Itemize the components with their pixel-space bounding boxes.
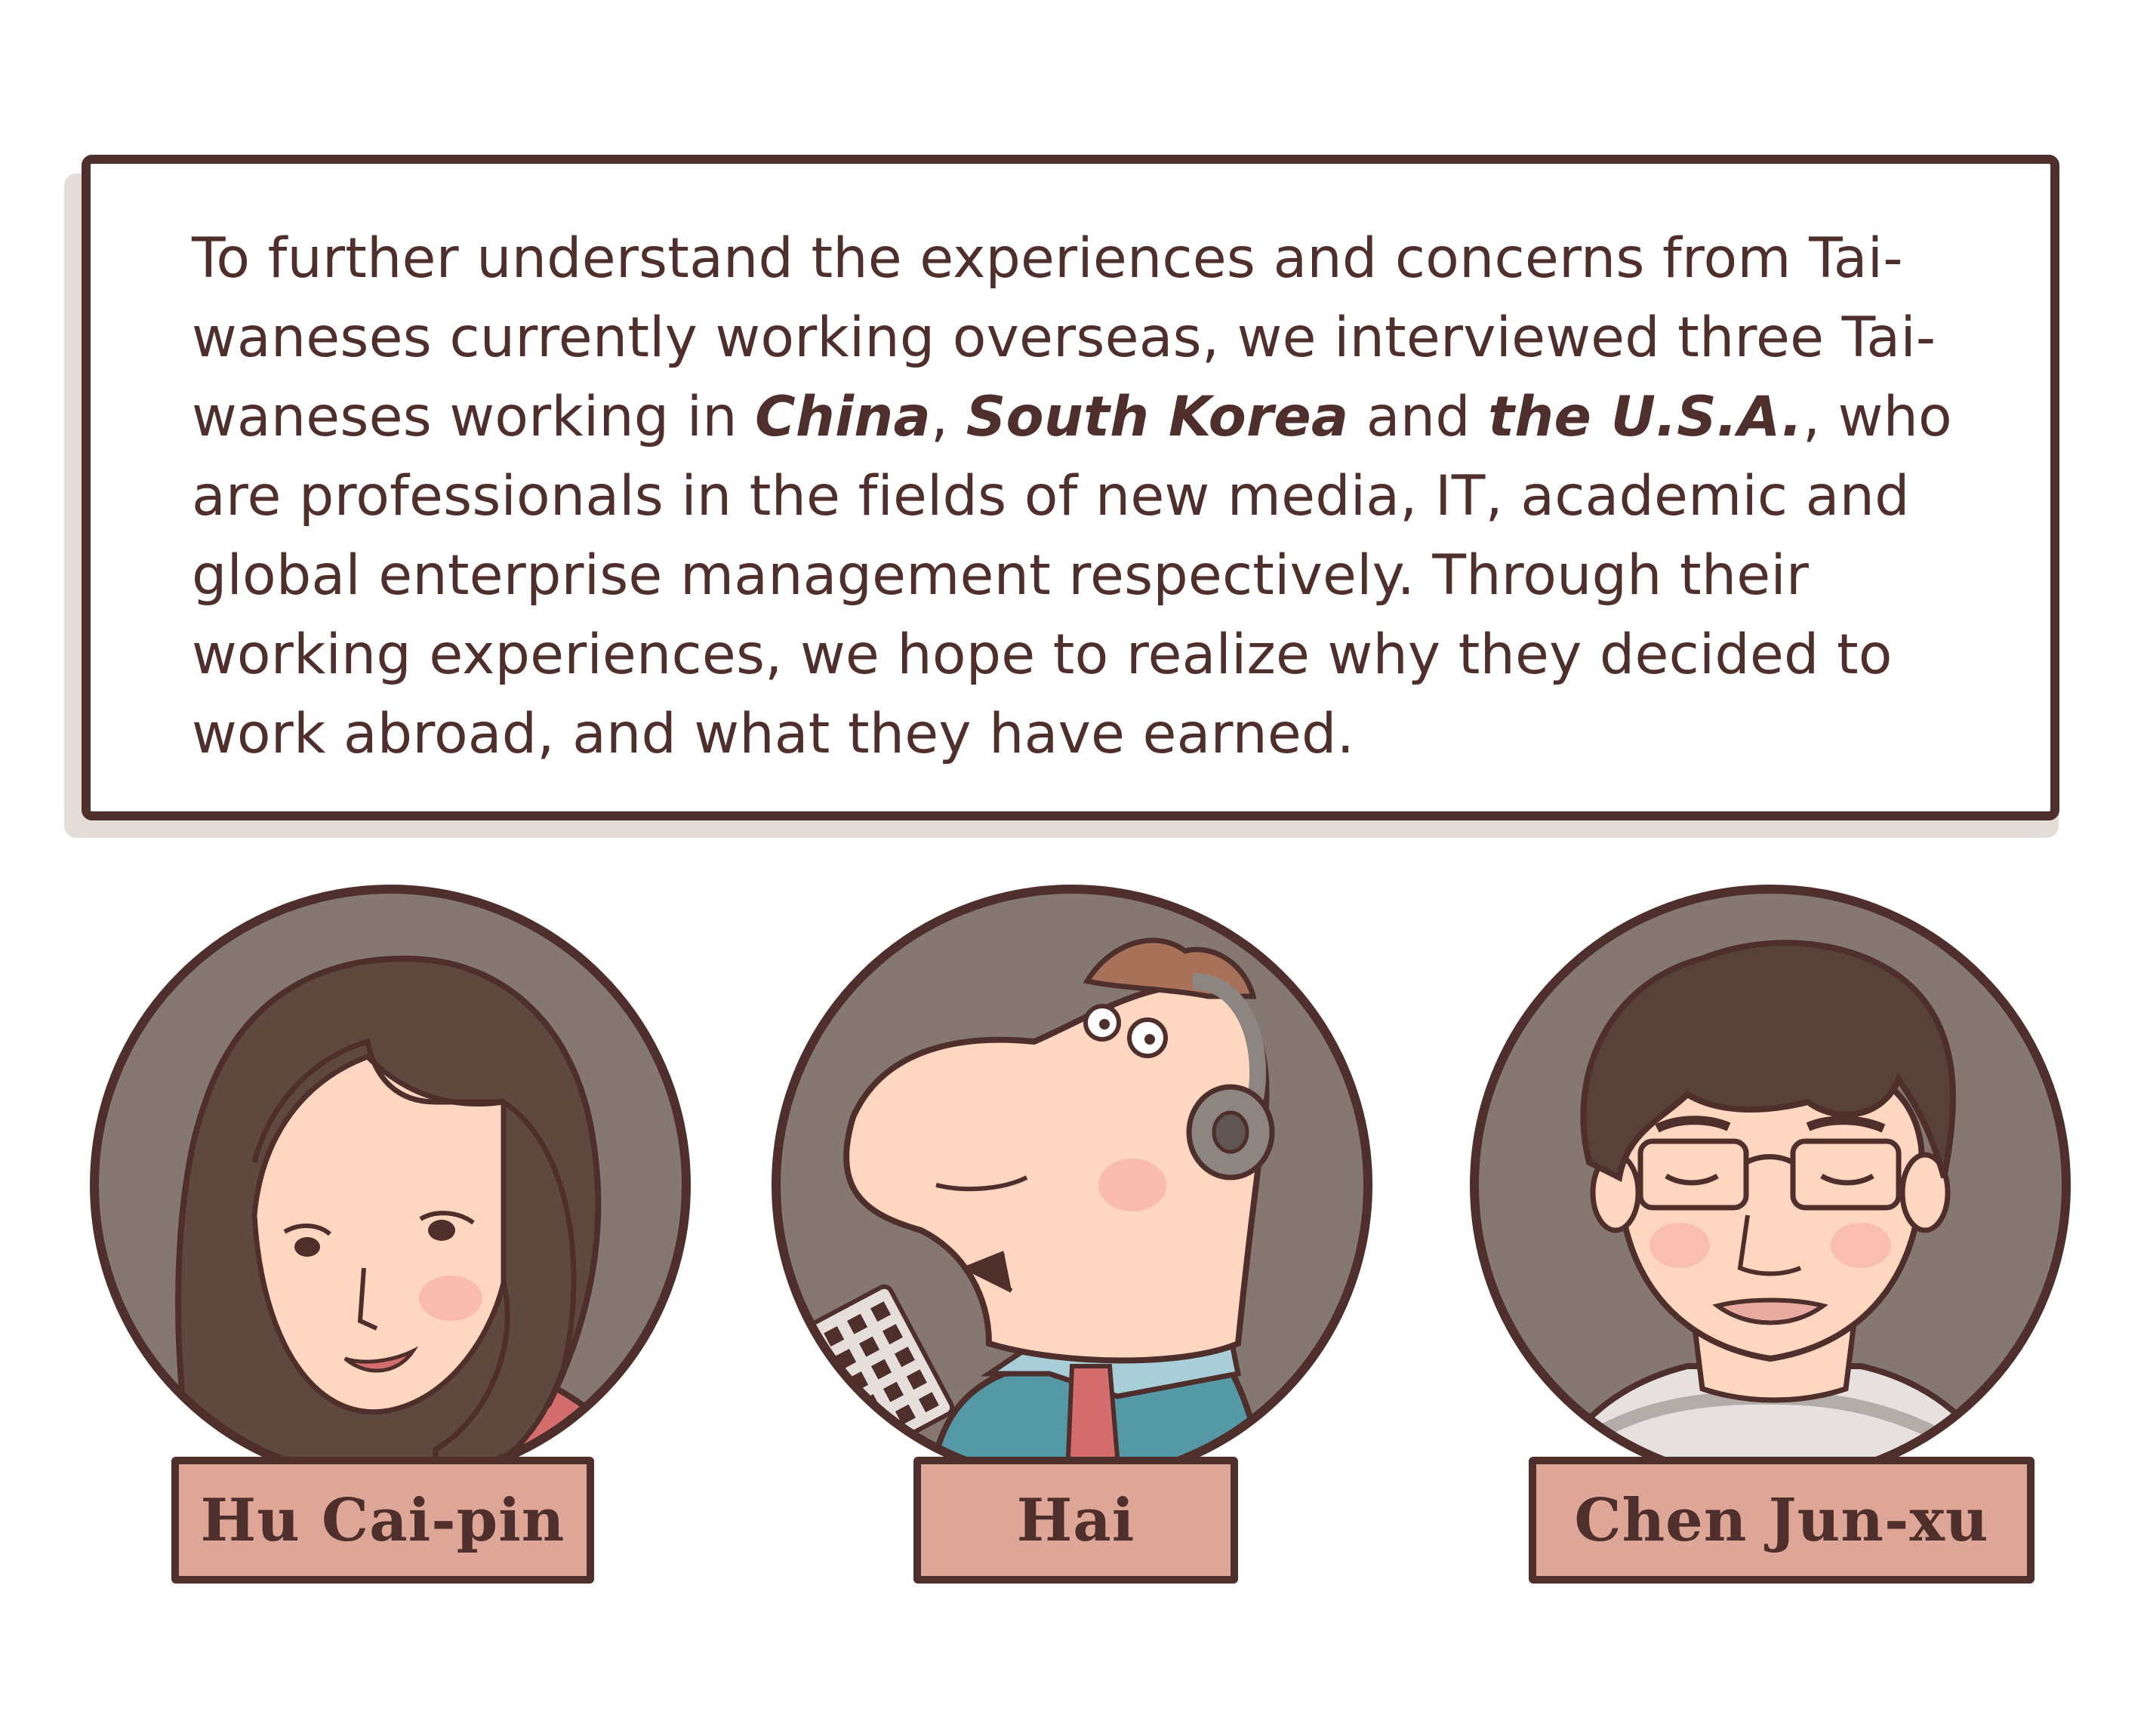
intro-box (82, 155, 2059, 820)
woman-portrait-icon (90, 885, 691, 1485)
cartoon-man-with-headset-icon (772, 885, 1372, 1485)
name-plate-hai: Hai (913, 1457, 1238, 1584)
intro-text-part-1: To further understand the experiences an… (192, 226, 1936, 449)
intro-paragraph: To further understand the experiences an… (192, 219, 2019, 774)
intro-separator-2: and (1348, 385, 1489, 449)
person-card-chen-jun-xu: Chen Jun-xu (1461, 876, 2080, 1593)
intro-separator-1: , (930, 385, 966, 449)
man-with-glasses-portrait-icon (1470, 885, 2071, 1485)
name-plate-chen-jun-xu: Chen Jun-xu (1529, 1457, 2035, 1584)
person-card-hu-cai-pin: Hu Cai-pin (81, 876, 700, 1593)
intro-text-part-2: , who are professionals in the fields of… (192, 385, 1952, 766)
person-card-hai: Hai (762, 876, 1382, 1593)
name-plate-hu-cai-pin: Hu Cai-pin (171, 1457, 594, 1584)
country-usa: the U.S.A. (1488, 385, 1803, 449)
country-china: China (755, 385, 931, 449)
country-south-korea: South Korea (966, 385, 1349, 449)
